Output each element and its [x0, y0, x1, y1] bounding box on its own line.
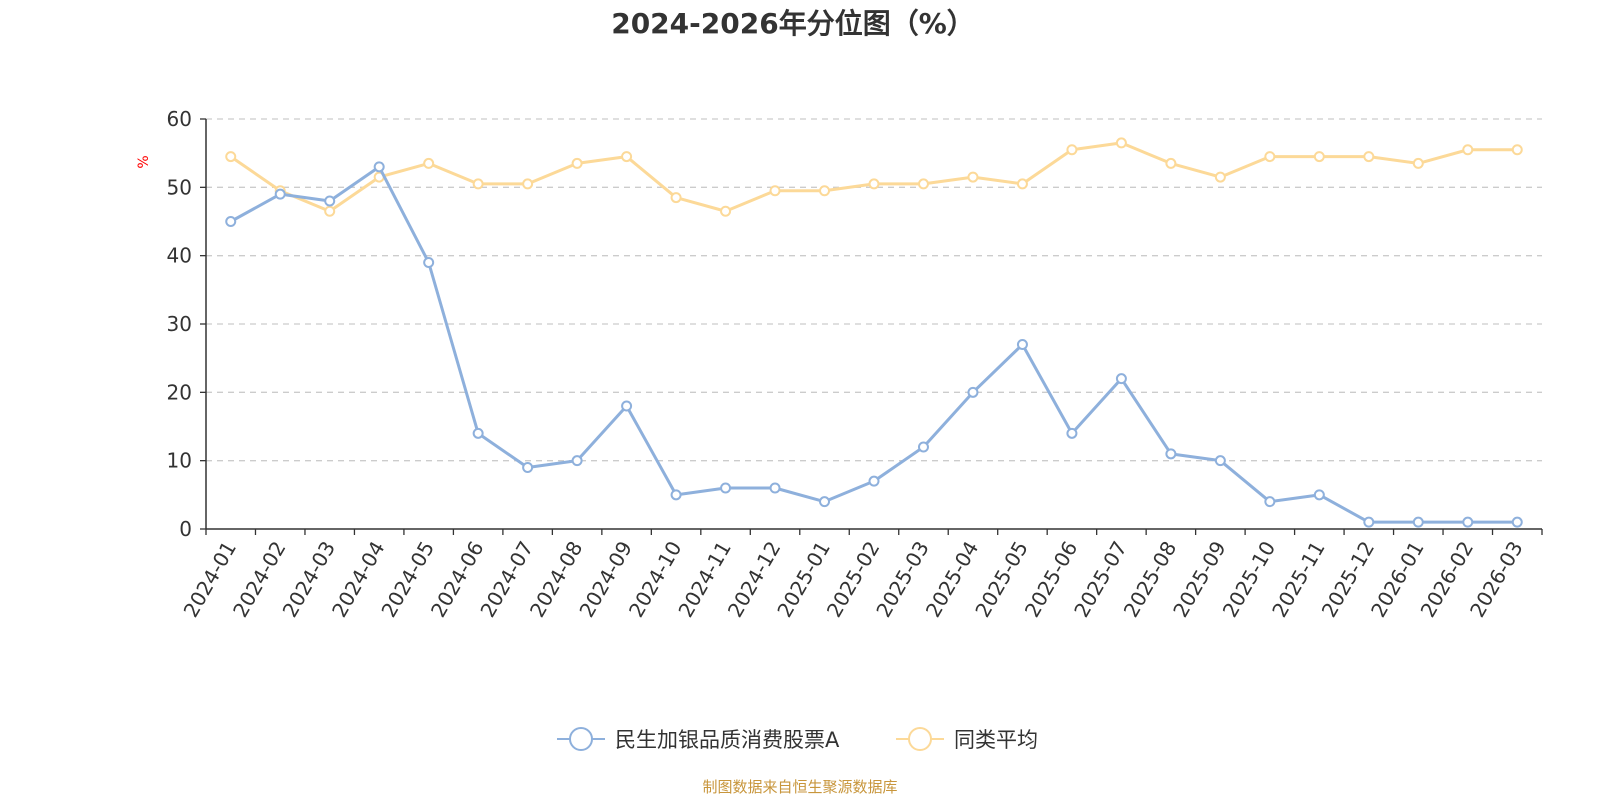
chart-title: 2024-2026年分位图（%） [611, 7, 975, 40]
x-tick-labels: 2024-012024-022024-032024-042024-052024-… [179, 537, 1528, 621]
series-1 [225, 137, 1523, 217]
data-point [1313, 489, 1325, 501]
y-tick-label: 10 [167, 449, 192, 473]
y-tick-label: 60 [167, 107, 192, 131]
data-point [670, 489, 682, 501]
data-point [1462, 144, 1474, 156]
data-point [1412, 516, 1424, 528]
y-tick-label: 20 [167, 380, 192, 404]
data-point [1511, 144, 1523, 156]
data-point [324, 195, 336, 207]
data-point [1066, 144, 1078, 156]
y-tick-label: 30 [167, 312, 192, 336]
data-point [225, 151, 237, 163]
data-point [1462, 516, 1474, 528]
data-point [1016, 339, 1028, 350]
data-point [621, 151, 633, 163]
data-point [1363, 151, 1375, 163]
data-point [571, 157, 583, 169]
series-line [230, 165, 1518, 524]
legend-swatch-marker [569, 727, 593, 751]
data-point [819, 185, 831, 197]
data-point [1165, 157, 1177, 169]
data-point [1165, 448, 1177, 460]
data-point [1412, 157, 1424, 169]
data-point [1066, 427, 1078, 439]
axes [200, 118, 1543, 535]
data-point [1214, 455, 1226, 467]
data-point [472, 427, 484, 439]
data-point [868, 178, 880, 190]
grid-lines [206, 118, 1542, 462]
data-point [769, 482, 781, 494]
legend-swatch-marker [908, 727, 932, 751]
series-line [229, 141, 1518, 213]
legend[interactable]: 民生加银品质消费股票A 同类平均 [557, 727, 1038, 752]
data-point [670, 192, 682, 204]
data-point [917, 441, 929, 453]
data-point [967, 171, 979, 183]
data-point [423, 257, 435, 268]
data-point [472, 178, 484, 190]
data-point [522, 462, 534, 473]
series-0 [225, 161, 1523, 528]
data-point [324, 205, 336, 217]
data-point [1264, 151, 1276, 163]
legend-label: 民生加银品质消费股票A [615, 728, 840, 752]
source-note: 制图数据来自恒生聚源数据库 [702, 778, 897, 796]
data-point [1264, 496, 1276, 508]
data-point [1313, 151, 1325, 163]
legend-item-0[interactable]: 民生加银品质消费股票A [557, 727, 840, 752]
data-point [1016, 178, 1028, 190]
y-tick-labels: 0 10 20 30 40 50 60 [167, 107, 192, 541]
y-tick-label: 0 [179, 517, 192, 541]
data-point [423, 157, 435, 169]
data-point [1115, 373, 1127, 385]
data-point [571, 455, 583, 467]
data-point [720, 482, 732, 494]
data-point [522, 178, 534, 190]
data-point [1214, 171, 1226, 183]
data-point [621, 400, 633, 412]
data-point [1115, 137, 1127, 149]
series-lines [225, 137, 1523, 528]
data-point [225, 216, 237, 227]
data-point [819, 496, 831, 508]
data-point [1511, 516, 1523, 528]
legend-item-1[interactable]: 同类平均 [896, 727, 1038, 752]
y-axis-unit-label: % [136, 155, 152, 168]
data-point [967, 386, 979, 398]
data-point [1363, 516, 1375, 528]
data-point [373, 161, 385, 173]
data-point [917, 178, 929, 190]
data-point [720, 205, 732, 217]
y-tick-label: 40 [167, 244, 192, 268]
y-tick-label: 50 [167, 175, 192, 199]
data-point [868, 475, 880, 487]
data-point [769, 185, 781, 197]
legend-label: 同类平均 [954, 728, 1038, 752]
data-point [274, 188, 286, 200]
